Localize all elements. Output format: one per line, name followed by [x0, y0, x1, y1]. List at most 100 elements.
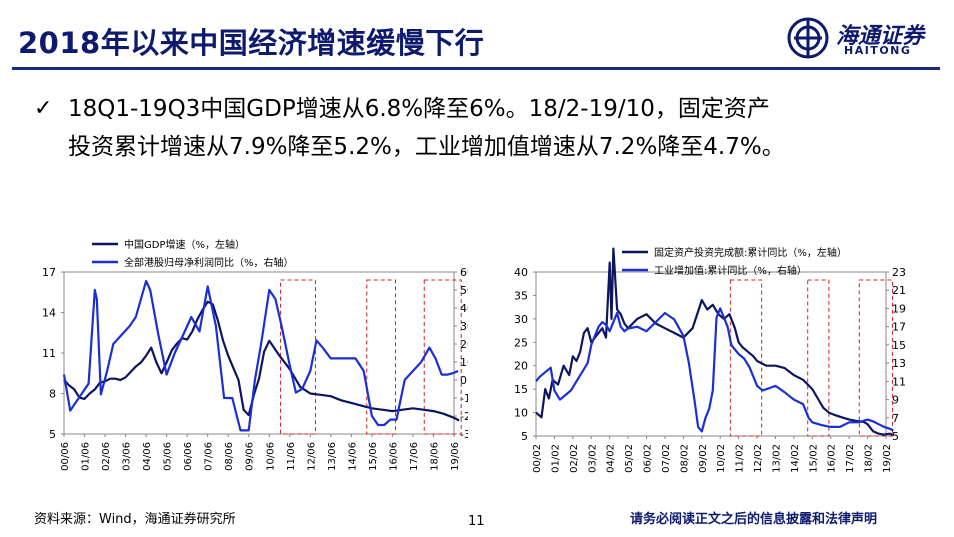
- y-right-tick-label: 60: [460, 266, 468, 279]
- series-line-0: [535, 247, 894, 437]
- x-tick-label: 00/02: [532, 444, 543, 473]
- x-tick-label: 07/06: [204, 442, 215, 471]
- x-tick-label: 08/02: [679, 444, 690, 473]
- x-tick-label: 14/06: [347, 442, 358, 471]
- y-right-tick-label: 50: [460, 284, 468, 297]
- y-right-tick-label: 7: [892, 412, 899, 425]
- y-right-tick-label: 30: [460, 320, 468, 333]
- page-title: 2018年以来中国经济增速缓慢下行: [18, 26, 485, 60]
- x-tick-label: 13/06: [327, 442, 338, 471]
- y-left-tick-label: 10: [514, 407, 528, 420]
- x-tick-label: 05/02: [624, 444, 635, 473]
- y-right-tick-label: 21: [892, 284, 906, 297]
- y-right-tick-label: -20: [460, 410, 468, 423]
- x-tick-label: 01/06: [81, 442, 92, 471]
- y-left-tick-label: 14: [42, 307, 56, 320]
- y-right-tick-label: 9: [892, 394, 899, 407]
- company-logo: 海通证券 HAITONG: [784, 14, 944, 60]
- y-right-tick-label: 5: [892, 430, 899, 443]
- header-divider: [12, 67, 940, 70]
- source-note: 资料来源：Wind，海通证券研究所: [34, 512, 236, 527]
- y-right-tick-label: 13: [892, 357, 906, 370]
- highlight-box: [729, 279, 763, 437]
- x-tick-label: 02/02: [569, 444, 580, 473]
- x-tick-label: 01/02: [550, 444, 561, 473]
- y-left-tick-label: 5: [521, 430, 528, 443]
- x-tick-label: 18/02: [864, 444, 875, 473]
- y-left-tick-label: 5: [49, 428, 56, 441]
- chart-fai-industrial: 40 35 30 25 20 15 10 5 23 21 19 17 15 13 11 9 7 5 00/02 01/…: [514, 246, 906, 473]
- x-tick-label: 02/06: [101, 442, 112, 471]
- x-tick-label: 09/06: [245, 442, 256, 471]
- x-tick-label: 13/02: [771, 444, 782, 473]
- y-right-tick-label: 0: [460, 374, 467, 387]
- x-tick-label: 08/06: [224, 442, 235, 471]
- y-left-tick-label: 20: [514, 360, 528, 373]
- series-line-1: [535, 307, 894, 433]
- y-left-tick-label: 30: [514, 313, 528, 326]
- x-tick-label: 10/02: [716, 444, 727, 473]
- highlight-box: [366, 279, 396, 435]
- legend-label-1: 全部港股归母净利润同比（%，右轴）: [124, 256, 294, 269]
- y-right-tick-label: 20: [460, 338, 468, 351]
- y-right-tick-label: 17: [892, 321, 906, 334]
- y-left-tick-label: 35: [514, 289, 528, 302]
- x-tick-label: 04/02: [606, 444, 617, 473]
- x-tick-label: 09/02: [698, 444, 709, 473]
- x-tick-label: 03/06: [122, 442, 133, 471]
- y-right-tick-label: 23: [892, 266, 906, 279]
- y-right-tick-label: 15: [892, 339, 906, 352]
- y-left-tick-label: 25: [514, 336, 528, 349]
- highlight-box: [807, 279, 830, 437]
- legend-label-0: 固定资产投资完成额:累计同比（%，左轴）: [654, 246, 847, 259]
- x-tick-label: 10/06: [265, 442, 276, 471]
- legend-label-1: 工业增加值:累计同比（%，右轴）: [654, 264, 807, 277]
- series-line-1: [62, 279, 459, 432]
- series-line-0: [63, 300, 460, 422]
- y-left-tick-label: 15: [514, 383, 528, 396]
- x-tick-label: 04/06: [142, 442, 153, 471]
- x-tick-label: 16/02: [827, 444, 838, 473]
- x-tick-label: 12/06: [306, 442, 317, 471]
- x-tick-label: 17/02: [845, 444, 856, 473]
- chart-gdp-hk-profit: 17 14 11 8 5 60 50 40 30 20 10 0 -10 -20 -30 00/06 01/06…: [42, 238, 468, 471]
- x-tick-label: 17/06: [409, 442, 420, 471]
- highlight-box: [280, 279, 316, 435]
- y-left-tick-label: 8: [49, 388, 56, 401]
- x-tick-label: 03/02: [587, 444, 598, 473]
- logo-text-cn: 海通证券: [836, 24, 925, 49]
- x-tick-label: 00/06: [60, 442, 71, 471]
- check-icon: ✓: [34, 96, 53, 121]
- bullet-line-1: 18Q1-19Q3中国GDP增速从6.8%降至6%。18/2-19/10，固定资…: [68, 96, 770, 122]
- y-left-tick-label: 40: [514, 266, 528, 279]
- legend-label-0: 中国GDP增速（%，左轴）: [124, 238, 245, 251]
- x-tick-label: 15/06: [368, 442, 379, 471]
- highlight-box: [858, 279, 893, 437]
- y-right-tick-label: 11: [892, 375, 906, 388]
- x-tick-label: 07/02: [661, 444, 672, 473]
- x-tick-label: 18/06: [429, 442, 440, 471]
- y-left-tick-label: 11: [42, 347, 56, 360]
- y-right-tick-label: -30: [460, 428, 468, 441]
- y-left-tick-label: 17: [42, 266, 56, 279]
- x-tick-label: 06/06: [183, 442, 194, 471]
- x-tick-label: 11/02: [735, 444, 746, 473]
- x-tick-label: 11/06: [286, 442, 297, 471]
- disclaimer: 请务必阅读正文之后的信息披露和法律声明: [630, 512, 878, 527]
- x-tick-label: 06/02: [643, 444, 654, 473]
- y-right-tick-label: -10: [460, 392, 468, 405]
- x-tick-label: 15/02: [808, 444, 819, 473]
- x-tick-label: 19/06: [450, 442, 461, 471]
- x-tick-label: 05/06: [163, 442, 174, 471]
- logo-text-en: HAITONG: [844, 44, 912, 57]
- y-right-tick-label: 10: [460, 356, 468, 369]
- x-tick-label: 16/06: [388, 442, 399, 471]
- page-number: 11: [468, 514, 485, 529]
- bullet-line-2: 投资累计增速从7.9%降至5.2%，工业增加值增速从7.2%降至4.7%。: [68, 134, 785, 160]
- y-right-tick-label: 19: [892, 302, 906, 315]
- plot-frame: [535, 271, 887, 437]
- x-tick-label: 14/02: [790, 444, 801, 473]
- haitong-logo-icon: [787, 17, 829, 59]
- y-right-tick-label: 40: [460, 302, 468, 315]
- x-tick-label: 12/02: [753, 444, 764, 473]
